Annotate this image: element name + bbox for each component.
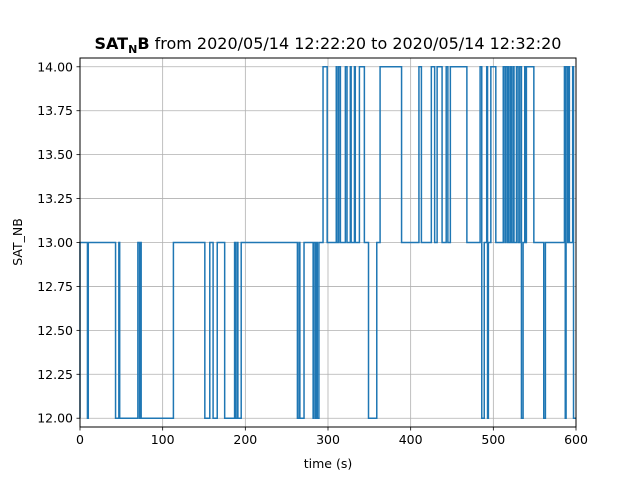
x-tick-label: 200	[233, 432, 257, 447]
y-tick-label: 12.25	[37, 367, 73, 382]
x-tick-label: 400	[399, 432, 423, 447]
title-var-tail: B	[137, 34, 149, 53]
chart-title: SATNB from 2020/05/14 12:22:20 to 2020/0…	[95, 34, 562, 56]
title-rest: from 2020/05/14 12:22:20 to 2020/05/14 1…	[150, 34, 562, 53]
y-tick-label: 12.50	[37, 323, 73, 338]
x-tick-label: 600	[564, 432, 588, 447]
x-tick-label: 500	[481, 432, 505, 447]
y-axis-label: SAT_NB	[10, 218, 25, 266]
title-var-main: SAT	[95, 34, 129, 53]
y-tick-label: 12.00	[37, 411, 73, 426]
series-line	[79, 66, 576, 419]
title-var-sub: N	[128, 43, 137, 56]
y-tick-label: 14.00	[37, 59, 73, 74]
y-tick-label: 13.00	[37, 235, 73, 250]
y-tick-label: 13.50	[37, 147, 73, 162]
series-line-group	[79, 66, 576, 419]
x-axis-label: time (s)	[304, 456, 352, 471]
y-tick-label: 13.75	[37, 103, 73, 118]
x-tick-label: 0	[76, 432, 84, 447]
x-tick-label: 300	[316, 432, 340, 447]
y-tick-label: 13.25	[37, 191, 73, 206]
y-tick-label: 12.75	[37, 279, 73, 294]
axis-ticks: 0 100 200 300 400 500 600 12.00 12.25 12.50 12.75 1…	[37, 59, 588, 447]
x-tick-label: 100	[151, 432, 175, 447]
